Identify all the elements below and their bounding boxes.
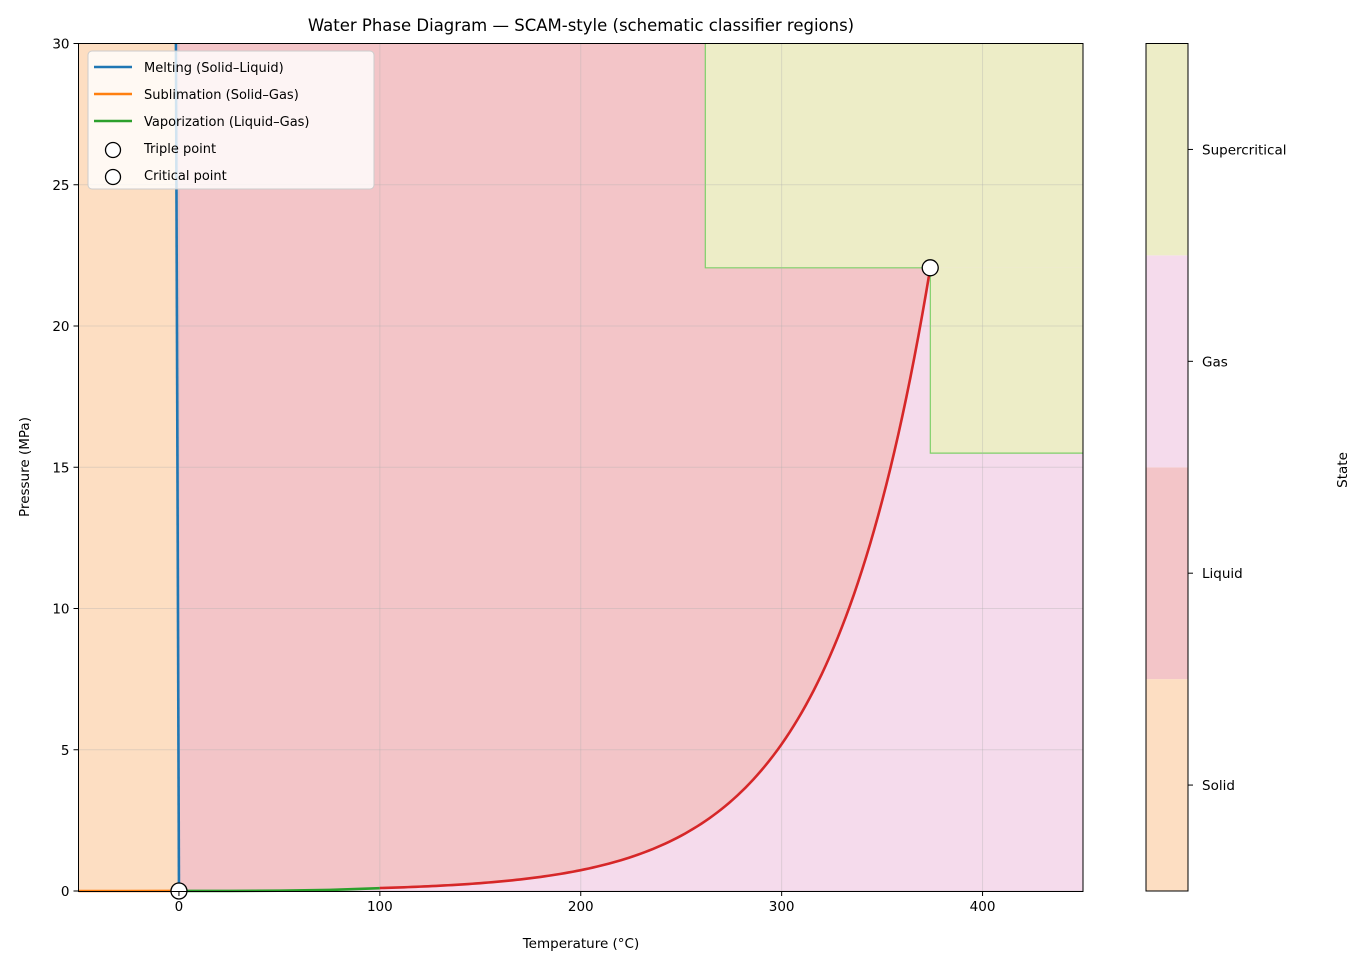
colorbar-tick-label: Gas bbox=[1202, 354, 1228, 370]
triple-point-marker bbox=[170, 882, 188, 900]
legend-entry: Sublimation (Solid–Gas) bbox=[144, 88, 299, 103]
special-points bbox=[170, 259, 939, 900]
legend-marker-swatch bbox=[104, 141, 122, 159]
y-tick-label: 25 bbox=[52, 178, 69, 194]
supercritical-region bbox=[705, 43, 1083, 268]
y-tick-label: 0 bbox=[61, 884, 70, 900]
x-tick-label: 0 bbox=[175, 899, 184, 915]
colorbar-tick-label: Supercritical bbox=[1202, 142, 1286, 158]
vaporization-curve bbox=[379, 264, 933, 890]
x-tick-label: 300 bbox=[769, 899, 795, 915]
vaporization-curve-low bbox=[178, 886, 380, 893]
y-axis-label: Pressure (MPa) bbox=[17, 417, 33, 517]
y-tick-label: 5 bbox=[61, 743, 70, 759]
legend-box bbox=[87, 50, 375, 190]
legend-entry: Melting (Solid–Liquid) bbox=[144, 61, 284, 76]
legend: Melting (Solid–Liquid) Sublimation (Solid… bbox=[87, 50, 375, 190]
supercritical-region bbox=[930, 267, 1083, 454]
legend-entry: Vaporization (Liquid–Gas) bbox=[144, 115, 310, 130]
x-axis-label: Temperature (°C) bbox=[522, 936, 640, 952]
colorbar-segment bbox=[1146, 679, 1188, 891]
legend-marker-swatch bbox=[104, 168, 122, 186]
y-tick-label: 15 bbox=[52, 460, 69, 476]
y-tick-label: 10 bbox=[52, 602, 69, 618]
colorbar-tick-label: Liquid bbox=[1202, 566, 1243, 582]
chart-title: Water Phase Diagram — SCAM-style (schema… bbox=[308, 16, 854, 35]
x-tick-label: 100 bbox=[367, 899, 393, 915]
solid-region bbox=[78, 43, 179, 891]
x-tick-label: 200 bbox=[568, 899, 594, 915]
colorbar-tick-label: Solid bbox=[1202, 778, 1235, 794]
critical-point-marker bbox=[921, 259, 939, 277]
legend-entry: Triple point bbox=[143, 142, 216, 157]
colorbar-segment bbox=[1146, 43, 1188, 256]
y-tick-label: 30 bbox=[52, 37, 69, 53]
region-fills bbox=[78, 43, 1083, 891]
colorbar-label: State bbox=[1335, 452, 1351, 488]
colorbar-segment bbox=[1146, 255, 1188, 468]
legend-entry: Critical point bbox=[144, 169, 227, 184]
colorbar-frame bbox=[1145, 43, 1189, 892]
colorbar-segment bbox=[1146, 467, 1188, 680]
x-tick-label: 400 bbox=[970, 899, 996, 915]
colorbar: Solid Liquid Gas Supercritical bbox=[1145, 43, 1286, 892]
axis-ticks: 0 100 200 300 400 0 5 10 15 20 25 30 bbox=[52, 37, 995, 916]
y-tick-label: 20 bbox=[52, 319, 69, 335]
